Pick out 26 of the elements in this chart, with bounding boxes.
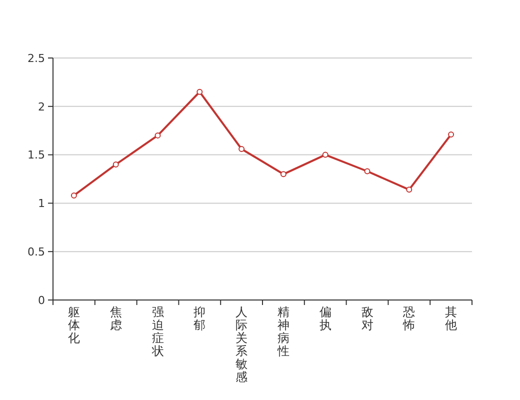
x-tick-label: 精神病性 — [276, 305, 290, 358]
point — [154, 132, 161, 138]
y-tick-label: 2.5 — [28, 52, 45, 65]
y-tick-label: 2 — [38, 100, 45, 114]
x-tick-label: 恐怖 — [402, 305, 416, 332]
y-tick-label: 1 — [38, 197, 45, 210]
x-tick-label: 抑郁 — [194, 305, 206, 332]
x-tick-label: 人际关系敏感 — [236, 305, 248, 384]
x-tick-label: 敌对 — [361, 305, 374, 332]
point — [322, 152, 328, 158]
point — [70, 192, 77, 198]
point — [448, 131, 454, 138]
x-tick-label: 焦虑 — [110, 305, 122, 332]
y-tick-label: 1.5 — [28, 148, 45, 162]
point — [280, 171, 286, 178]
point — [196, 88, 203, 95]
x-tick-label: 强迫症状 — [150, 305, 164, 358]
x-tick-label: 其他 — [445, 305, 458, 332]
y-tick-label: 0 — [38, 294, 45, 307]
point — [406, 186, 412, 193]
x-tick-label: 偏执 — [319, 305, 332, 332]
point — [238, 146, 245, 152]
y-tick-label: 0.5 — [28, 245, 45, 258]
point — [112, 161, 119, 168]
point — [364, 168, 370, 174]
x-tick-label: 躯体化 — [68, 305, 80, 345]
